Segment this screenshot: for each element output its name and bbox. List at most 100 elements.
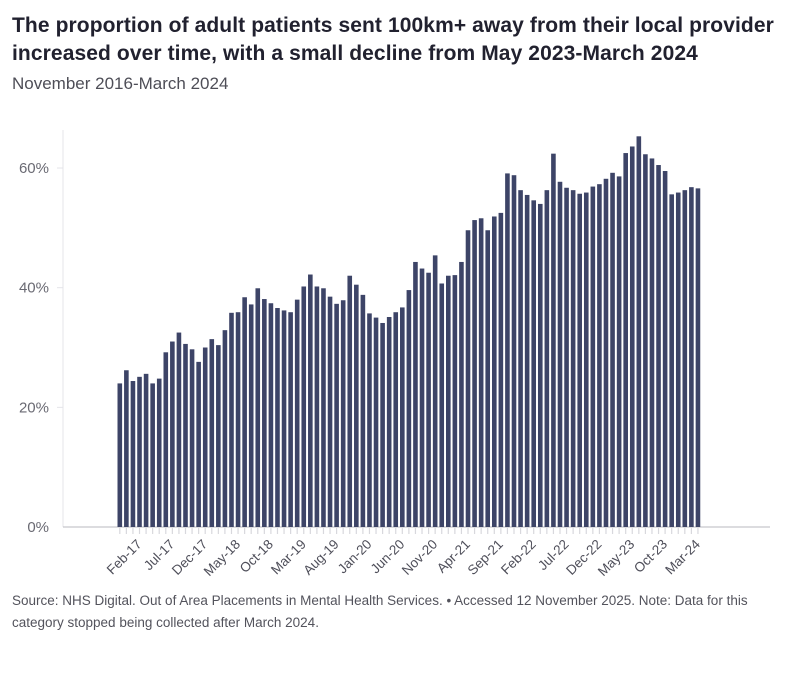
bar[interactable] — [137, 376, 142, 527]
bar[interactable] — [327, 296, 333, 527]
bar[interactable] — [557, 181, 563, 527]
x-axis-label: Jan-20 — [335, 536, 375, 576]
bar[interactable] — [689, 187, 694, 527]
x-axis-label: Feb-17 — [104, 536, 145, 577]
bar[interactable] — [537, 203, 543, 527]
bar[interactable] — [255, 288, 261, 527]
bar[interactable] — [669, 194, 674, 527]
bar[interactable] — [124, 370, 129, 527]
bar[interactable] — [636, 136, 642, 527]
bar[interactable] — [216, 344, 221, 527]
y-axis-label: 60% — [19, 160, 49, 177]
bar[interactable] — [189, 349, 195, 527]
bar[interactable] — [294, 299, 300, 527]
bar[interactable] — [235, 312, 241, 527]
bar[interactable] — [629, 146, 635, 527]
bar[interactable] — [623, 152, 628, 527]
bar[interactable] — [564, 187, 569, 527]
bar[interactable] — [649, 158, 655, 527]
bar[interactable] — [268, 303, 274, 527]
bar[interactable] — [150, 383, 155, 527]
bar[interactable] — [176, 332, 182, 527]
bar[interactable] — [308, 274, 313, 527]
bar[interactable] — [439, 283, 445, 527]
bar[interactable] — [472, 219, 477, 527]
bar[interactable] — [393, 312, 399, 527]
bar[interactable] — [281, 310, 287, 527]
bar[interactable] — [183, 343, 188, 527]
bar[interactable] — [143, 373, 149, 527]
bar[interactable] — [170, 341, 175, 527]
bar[interactable] — [222, 330, 228, 527]
bar[interactable] — [360, 294, 366, 527]
bar[interactable] — [675, 192, 681, 527]
bar[interactable] — [380, 322, 385, 527]
bar[interactable] — [505, 173, 510, 527]
bar[interactable] — [583, 192, 589, 527]
bar[interactable] — [242, 297, 247, 527]
bar[interactable] — [524, 194, 530, 527]
bar[interactable] — [196, 361, 201, 527]
bar[interactable] — [367, 313, 372, 527]
bar[interactable] — [518, 190, 523, 527]
bar[interactable] — [419, 268, 425, 527]
bar[interactable] — [491, 216, 497, 527]
x-axis-label: Feb-22 — [498, 536, 539, 577]
bar-chart: 0%20%40%60%Feb-17Jul-17Dec-17May-18Oct-1… — [19, 129, 770, 579]
x-axis-label: Mar-19 — [268, 536, 309, 577]
bar[interactable] — [354, 284, 359, 527]
bar[interactable] — [616, 176, 622, 527]
bar[interactable] — [373, 317, 379, 527]
bar[interactable] — [610, 172, 615, 527]
bar[interactable] — [662, 170, 668, 527]
bar[interactable] — [156, 378, 162, 527]
bar[interactable] — [413, 261, 418, 527]
bar[interactable] — [452, 274, 458, 527]
x-axis-label: Mar-24 — [662, 536, 703, 577]
bar[interactable] — [643, 154, 648, 527]
bar[interactable] — [248, 304, 254, 527]
bar[interactable] — [590, 186, 596, 527]
bar[interactable] — [531, 200, 537, 527]
bar[interactable] — [262, 298, 267, 527]
bar[interactable] — [229, 312, 234, 527]
bar[interactable] — [275, 307, 280, 527]
bar[interactable] — [682, 190, 688, 527]
bar[interactable] — [386, 316, 392, 527]
bar[interactable] — [446, 275, 451, 527]
bar[interactable] — [695, 188, 701, 527]
bar[interactable] — [301, 286, 307, 527]
bar[interactable] — [544, 190, 550, 527]
bar[interactable] — [334, 303, 339, 527]
bar[interactable] — [314, 286, 320, 527]
bar[interactable] — [426, 272, 431, 527]
bar[interactable] — [202, 347, 208, 527]
x-axis-label: Aug-19 — [300, 536, 341, 577]
bar[interactable] — [478, 218, 484, 527]
bar[interactable] — [577, 193, 582, 527]
bar[interactable] — [130, 380, 136, 527]
bar[interactable] — [551, 153, 556, 527]
bar[interactable] — [406, 289, 412, 527]
bar[interactable] — [597, 184, 602, 527]
bar[interactable] — [400, 307, 405, 527]
bar[interactable] — [498, 212, 504, 527]
bar[interactable] — [347, 275, 353, 527]
bar[interactable] — [656, 164, 661, 527]
x-axis-label: May-18 — [201, 536, 243, 578]
bar[interactable] — [603, 178, 609, 527]
bar[interactable] — [340, 300, 346, 527]
bar[interactable] — [570, 190, 576, 527]
bar[interactable] — [321, 288, 326, 527]
bar[interactable] — [163, 352, 169, 527]
bar[interactable] — [485, 230, 491, 527]
bar[interactable] — [459, 261, 464, 527]
x-axis-label: Sep-21 — [465, 536, 506, 577]
bar[interactable] — [117, 383, 123, 527]
bar[interactable] — [511, 175, 517, 527]
bar[interactable] — [465, 230, 471, 527]
bar[interactable] — [288, 312, 293, 527]
bar[interactable] — [209, 338, 215, 527]
chart-title: The proportion of adult patients sent 10… — [12, 14, 774, 65]
bar[interactable] — [432, 255, 438, 527]
